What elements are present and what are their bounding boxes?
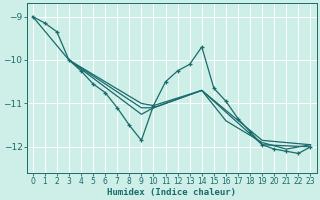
X-axis label: Humidex (Indice chaleur): Humidex (Indice chaleur) <box>107 188 236 197</box>
